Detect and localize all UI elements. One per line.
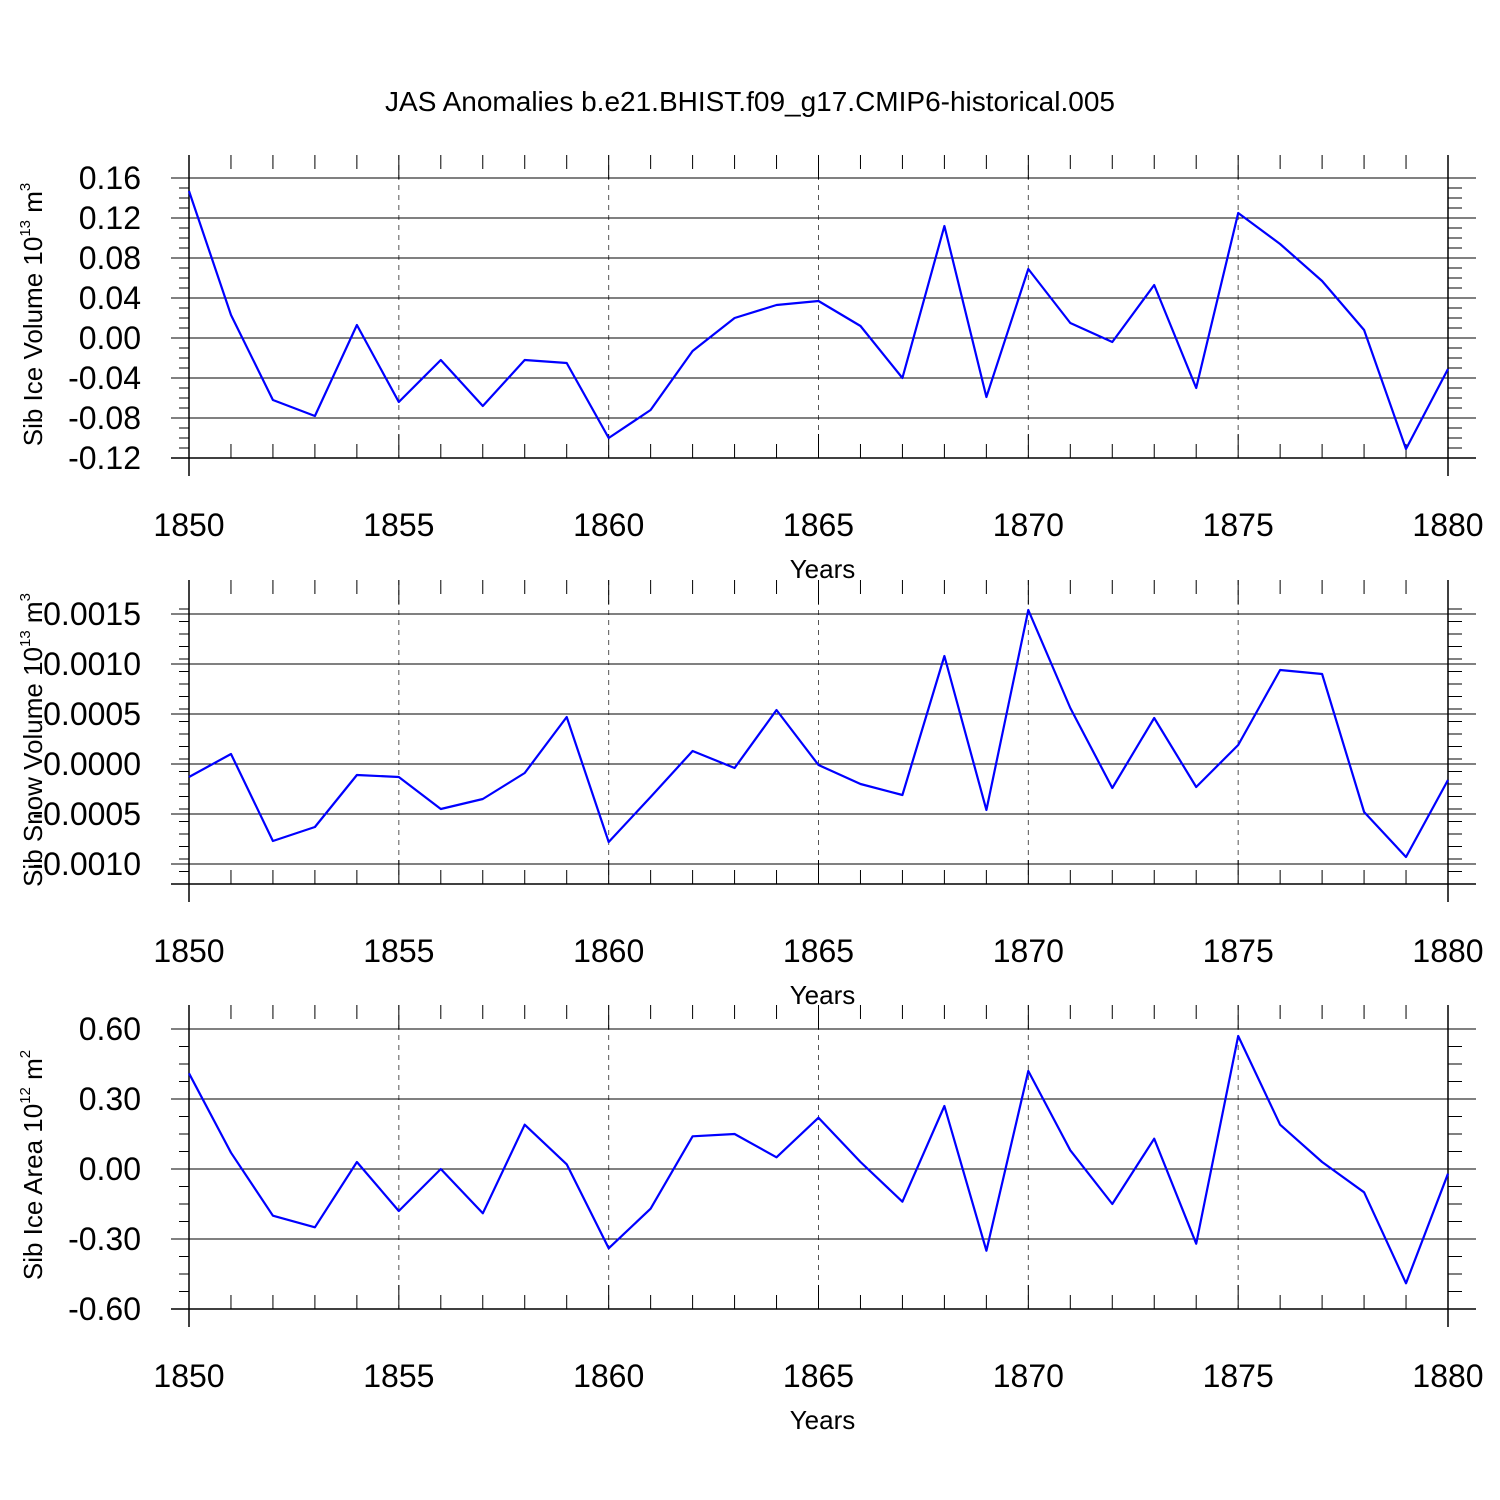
x-tick-label: 1855 bbox=[363, 1358, 434, 1394]
y-tick-label: 0.00 bbox=[79, 320, 141, 356]
x-tick-label: 1860 bbox=[573, 507, 644, 543]
x-tick-label: 1870 bbox=[993, 933, 1064, 969]
y-tick-label: -0.0010 bbox=[32, 846, 141, 882]
y-tick-label: 0.0000 bbox=[43, 746, 141, 782]
panel-2: -0.0010 -0.0005 0.0000 0.0005 0.0010 0.0015 18… bbox=[17, 580, 1484, 1010]
y-axis-title: Sib Ice Volume 1013 m3 bbox=[17, 183, 48, 447]
y-tick-label: 0.0010 bbox=[43, 646, 141, 682]
x-tick-label: 1880 bbox=[1412, 1358, 1483, 1394]
x-tick-label: 1850 bbox=[153, 507, 224, 543]
x-tick-label: 1860 bbox=[573, 933, 644, 969]
x-tick-label: 1865 bbox=[783, 507, 854, 543]
y-tick-label: 0.0005 bbox=[43, 696, 141, 732]
x-axis-title: Years bbox=[790, 1405, 856, 1435]
series-line bbox=[188, 608, 1449, 859]
series-line bbox=[187, 190, 1449, 451]
x-axis-title: Years bbox=[790, 554, 856, 584]
y-tick-label: 0.16 bbox=[79, 160, 141, 196]
x-tick-label: 1880 bbox=[1412, 507, 1483, 543]
y-tick-label: 0.30 bbox=[79, 1081, 141, 1117]
y-tick-label: 0.00 bbox=[79, 1151, 141, 1187]
y-tick-label: 0.12 bbox=[79, 200, 141, 236]
y-tick-label: -0.30 bbox=[68, 1221, 141, 1257]
y-tick-label: -0.0005 bbox=[32, 796, 141, 832]
x-tick-label: 1875 bbox=[1203, 1358, 1274, 1394]
x-tick-label: 1870 bbox=[993, 507, 1064, 543]
y-tick-label: 0.08 bbox=[79, 240, 141, 276]
x-tick-label: 1855 bbox=[363, 507, 434, 543]
y-tick-label: 0.60 bbox=[79, 1011, 141, 1047]
panel-1: -0.12 -0.08 -0.04 0.00 0.04 0.08 0.12 0.16 1850 1… bbox=[17, 155, 1484, 584]
x-tick-label: 1875 bbox=[1203, 507, 1274, 543]
x-tick-label: 1875 bbox=[1203, 933, 1274, 969]
x-tick-label: 1850 bbox=[153, 1358, 224, 1394]
panel-3: -0.60 -0.30 0.00 0.30 0.60 1850 1855 1860 1865 18… bbox=[17, 1005, 1484, 1435]
x-tick-label: 1870 bbox=[993, 1358, 1064, 1394]
x-tick-label: 1855 bbox=[363, 933, 434, 969]
series-line bbox=[188, 1034, 1450, 1285]
x-tick-label: 1865 bbox=[783, 933, 854, 969]
y-axis-title: Sib Ice Area 1012 m2 bbox=[17, 1050, 48, 1280]
x-tick-label: 1880 bbox=[1412, 933, 1483, 969]
y-tick-label: -0.08 bbox=[68, 400, 141, 436]
x-tick-label: 1850 bbox=[153, 933, 224, 969]
y-tick-label: -0.12 bbox=[68, 440, 141, 476]
x-axis-title: Years bbox=[790, 980, 856, 1010]
x-tick-label: 1865 bbox=[783, 1358, 854, 1394]
y-tick-label: -0.60 bbox=[68, 1291, 141, 1327]
x-tick-label: 1860 bbox=[573, 1358, 644, 1394]
y-axis-title: Sib Snow Volume 1013 m3 bbox=[17, 593, 48, 887]
y-tick-label: -0.04 bbox=[68, 360, 141, 396]
y-tick-label: 0.04 bbox=[79, 280, 141, 316]
chart-title: JAS Anomalies b.e21.BHIST.f09_g17.CMIP6-… bbox=[385, 86, 1115, 117]
y-tick-label: 0.0015 bbox=[43, 596, 141, 632]
